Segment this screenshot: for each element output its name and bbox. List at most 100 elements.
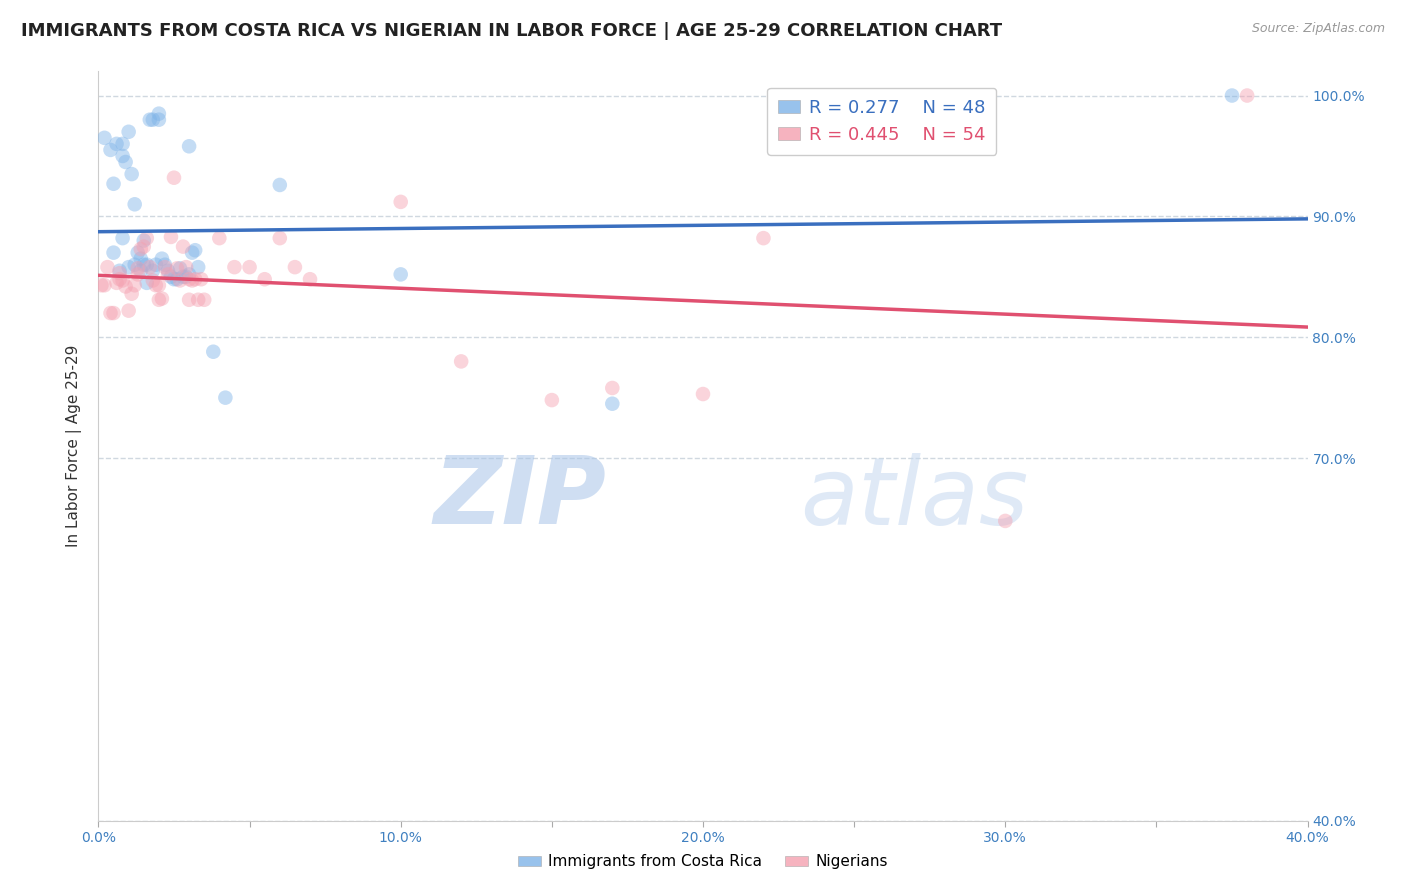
Point bbox=[127, 245, 149, 260]
Point bbox=[127, 261, 149, 276]
Point bbox=[114, 155, 136, 169]
Point bbox=[93, 131, 115, 145]
Point bbox=[692, 387, 714, 401]
Point bbox=[108, 272, 131, 286]
Point bbox=[111, 273, 134, 287]
Point bbox=[299, 272, 322, 286]
Point bbox=[114, 279, 136, 293]
Point bbox=[181, 273, 204, 287]
Text: Source: ZipAtlas.com: Source: ZipAtlas.com bbox=[1251, 22, 1385, 36]
Point bbox=[150, 292, 173, 306]
Point bbox=[214, 391, 236, 405]
Point bbox=[139, 112, 162, 127]
Point bbox=[118, 303, 141, 318]
Point bbox=[124, 197, 146, 211]
Point bbox=[105, 276, 128, 290]
Point bbox=[172, 239, 194, 253]
Point bbox=[132, 234, 155, 248]
Point bbox=[148, 293, 170, 307]
Point bbox=[184, 272, 207, 286]
Point bbox=[156, 264, 179, 278]
Point bbox=[752, 231, 775, 245]
Point bbox=[179, 139, 201, 153]
Y-axis label: In Labor Force | Age 25-29: In Labor Force | Age 25-29 bbox=[66, 345, 83, 547]
Point bbox=[93, 278, 115, 293]
Point bbox=[135, 276, 157, 290]
Text: atlas: atlas bbox=[800, 453, 1028, 544]
Point bbox=[166, 272, 188, 286]
Point bbox=[193, 293, 215, 307]
Point bbox=[148, 278, 170, 293]
Point bbox=[269, 178, 291, 192]
Point bbox=[602, 397, 624, 411]
Point bbox=[169, 261, 191, 276]
Point bbox=[160, 230, 183, 244]
Point bbox=[96, 260, 118, 274]
Point bbox=[179, 268, 201, 282]
Point bbox=[111, 136, 134, 151]
Point bbox=[179, 272, 201, 286]
Point bbox=[145, 258, 167, 272]
Point bbox=[103, 306, 125, 320]
Point bbox=[190, 272, 212, 286]
Legend: Immigrants from Costa Rica, Nigerians: Immigrants from Costa Rica, Nigerians bbox=[512, 848, 894, 875]
Point bbox=[1236, 88, 1258, 103]
Point bbox=[208, 231, 231, 245]
Point bbox=[994, 514, 1017, 528]
Point bbox=[135, 231, 157, 245]
Point bbox=[389, 194, 412, 209]
Point bbox=[108, 266, 131, 280]
Point bbox=[132, 239, 155, 253]
Point bbox=[121, 167, 143, 181]
Point bbox=[602, 381, 624, 395]
Point bbox=[145, 278, 167, 293]
Point bbox=[127, 268, 149, 282]
Point bbox=[224, 260, 246, 274]
Point bbox=[150, 252, 173, 266]
Point bbox=[187, 260, 209, 274]
Point bbox=[1220, 88, 1243, 103]
Point bbox=[153, 260, 176, 274]
Point bbox=[100, 143, 122, 157]
Point bbox=[253, 272, 276, 286]
Point bbox=[540, 393, 562, 408]
Point bbox=[174, 269, 197, 284]
Point bbox=[121, 286, 143, 301]
Point bbox=[105, 136, 128, 151]
Point bbox=[108, 264, 131, 278]
Point bbox=[202, 344, 225, 359]
Point bbox=[124, 258, 146, 272]
Point bbox=[160, 269, 183, 284]
Point bbox=[100, 306, 122, 320]
Point bbox=[153, 258, 176, 272]
Point bbox=[129, 252, 152, 266]
Point bbox=[187, 293, 209, 307]
Point bbox=[181, 245, 204, 260]
Point bbox=[148, 112, 170, 127]
Legend: R = 0.277    N = 48, R = 0.445    N = 54: R = 0.277 N = 48, R = 0.445 N = 54 bbox=[768, 88, 997, 154]
Point bbox=[118, 260, 141, 274]
Point bbox=[132, 258, 155, 272]
Point bbox=[156, 268, 179, 282]
Text: IMMIGRANTS FROM COSTA RICA VS NIGERIAN IN LABOR FORCE | AGE 25-29 CORRELATION CH: IMMIGRANTS FROM COSTA RICA VS NIGERIAN I… bbox=[21, 22, 1002, 40]
Point bbox=[135, 258, 157, 272]
Point bbox=[129, 264, 152, 278]
Point bbox=[111, 149, 134, 163]
Point bbox=[269, 231, 291, 245]
Point bbox=[103, 177, 125, 191]
Point bbox=[129, 242, 152, 256]
Point bbox=[142, 112, 165, 127]
Point bbox=[389, 268, 412, 282]
Point bbox=[174, 260, 197, 274]
Text: ZIP: ZIP bbox=[433, 452, 606, 544]
Point bbox=[142, 273, 165, 287]
Point bbox=[239, 260, 262, 274]
Point bbox=[142, 264, 165, 278]
Point bbox=[169, 273, 191, 287]
Point bbox=[148, 106, 170, 120]
Point bbox=[139, 260, 162, 274]
Point bbox=[163, 272, 186, 286]
Point bbox=[118, 125, 141, 139]
Point bbox=[124, 278, 146, 293]
Point bbox=[179, 293, 201, 307]
